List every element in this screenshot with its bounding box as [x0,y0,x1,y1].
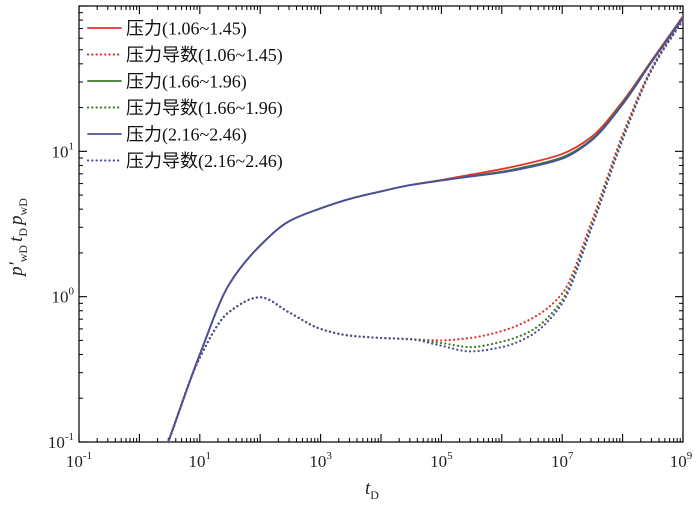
x-tick-exp: 5 [447,450,453,462]
series-line-5 [167,16,684,443]
x-tick-exp: 7 [568,450,574,462]
x-tick-exp: 9 [687,450,693,462]
y-axis-title-p1: p′ [6,261,27,278]
x-tick-exp: 3 [326,450,332,462]
major-ticks [78,5,684,443]
y-axis-title-s1: wD [16,245,30,263]
y-tick-label: 10-1 [48,431,74,452]
x-tick-label: 107 [551,450,574,471]
x-axis-title: tD [365,478,379,502]
x-tick-label: 10-1 [66,450,92,471]
x-axis-title-main: t [365,478,371,499]
legend: 压力(1.06~1.45) 压力导数(1.06~1.45) 压力(1.66~1.96… [86,19,283,172]
series-lines [167,15,685,444]
legend-label-6: 压力导数(2.16~2.46) [126,151,283,172]
x-tick-label: 103 [309,450,332,471]
x-tick-label: 105 [430,450,453,471]
x-tick-base: 10 [189,452,206,471]
legend-label-3: 压力(1.66~1.96) [126,72,247,93]
y-tick-base: 10 [52,288,69,307]
x-tick-label: 101 [189,450,212,471]
x-axis-title-sub: D [370,488,379,502]
x-tick-base: 10 [66,452,83,471]
legend-label-1: 压力(1.06~1.45) [126,19,247,40]
x-tick-base: 10 [309,452,326,471]
y-tick-exp: 0 [69,286,75,298]
x-tick-base: 10 [551,452,568,471]
y-tick-label: 101 [52,140,75,161]
y-axis-title-s3: wD [16,198,30,216]
y-axis-title-s2: D [16,228,30,237]
y-axis-title: p′wDtDpwD [6,198,30,278]
legend-label-5: 压力(2.16~2.46) [126,125,247,146]
y-axis-title-p2: p [6,215,27,227]
y-tick-exp: -1 [65,431,74,443]
y-tick-base: 10 [52,142,69,161]
legend-label-2: 压力导数(1.06~1.45) [126,45,283,66]
x-tick-exp: -1 [83,450,92,462]
x-tick-base: 10 [670,452,687,471]
y-axis-title-t: t [6,236,27,242]
legend-label-4: 压力导数(1.66~1.96) [126,98,283,119]
x-tick-label: 109 [670,450,693,471]
series-line-6 [167,18,685,444]
y-tick-base: 10 [48,433,65,452]
x-tick-exp: 1 [206,450,212,462]
y-tick-exp: 1 [69,140,75,152]
x-tick-labels: 10-1 101 103 105 107 109 [66,450,693,471]
y-tick-label: 100 [52,286,75,307]
minor-ticks [79,6,683,442]
x-tick-base: 10 [430,452,447,471]
